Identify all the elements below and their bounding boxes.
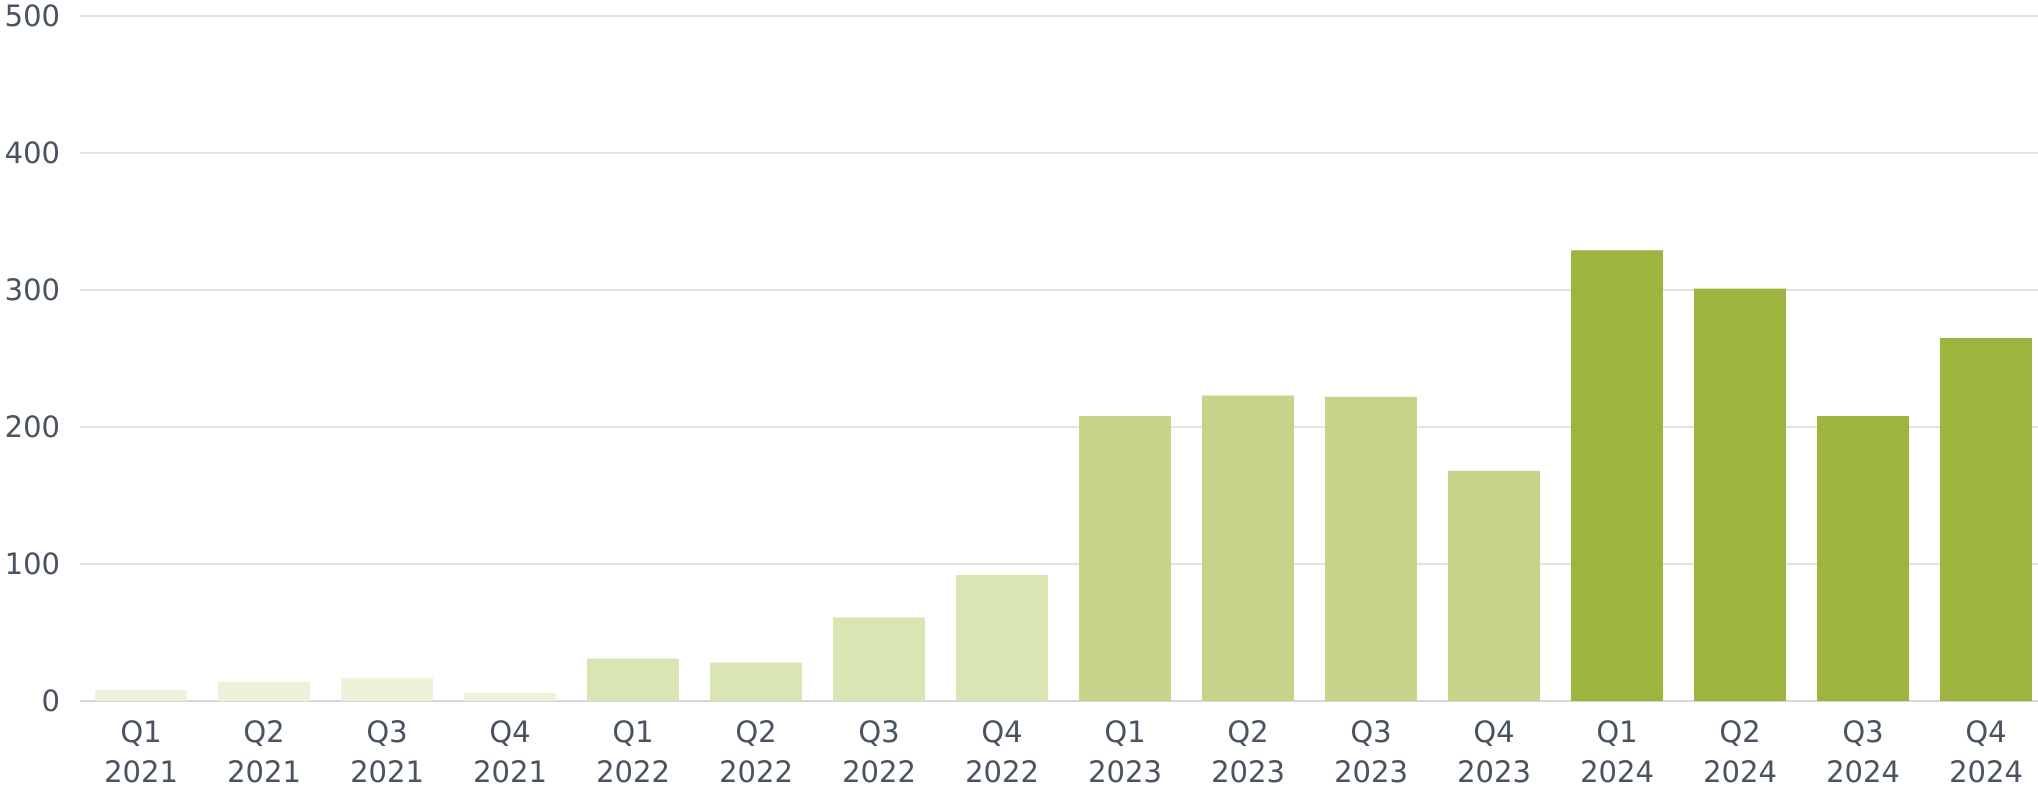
x-tick-label-quarter: Q3	[858, 715, 899, 749]
bar-q4-2024	[1940, 337, 2032, 701]
y-tick-label: 300	[5, 273, 60, 307]
x-tick-label-quarter: Q2	[1719, 715, 1760, 749]
x-tick-label-quarter: Q1	[1596, 715, 1637, 749]
x-axis-tick-labels: Q1 2021 Q2 2021 Q3 2021 Q4 2021 Q1 2022 Q2 2022 Q3 20…	[104, 715, 2023, 789]
bar-q2-2022	[710, 662, 802, 701]
x-tick-label-year: 2024	[1580, 755, 1654, 789]
bar-q1-2024	[1571, 250, 1663, 701]
x-tick-label-year: 2023	[1088, 755, 1162, 789]
x-tick-label-year: 2023	[1211, 755, 1285, 789]
x-tick-label-year: 2023	[1457, 755, 1531, 789]
x-tick-label-year: 2022	[596, 755, 670, 789]
bar-q3-2021	[341, 677, 433, 701]
y-tick-label: 0	[42, 684, 60, 718]
x-tick-label-year: 2021	[227, 755, 301, 789]
x-tick-label-quarter: Q3	[366, 715, 407, 749]
x-tick-label-year: 2024	[1826, 755, 1900, 789]
y-tick-label: 100	[5, 547, 60, 581]
bar-q2-2021	[218, 681, 310, 701]
x-tick-label-quarter: Q2	[1227, 715, 1268, 749]
x-tick-label-year: 2022	[719, 755, 793, 789]
bar-q1-2022	[587, 658, 679, 701]
x-tick-label-year: 2024	[1949, 755, 2023, 789]
x-tick-label-quarter: Q2	[735, 715, 776, 749]
x-tick-label-quarter: Q1	[612, 715, 653, 749]
bar-q3-2024	[1817, 416, 1909, 701]
x-tick-label-quarter: Q4	[981, 715, 1022, 749]
x-tick-label-quarter: Q4	[489, 715, 530, 749]
x-tick-label-quarter: Q3	[1350, 715, 1391, 749]
x-tick-label-year: 2021	[350, 755, 424, 789]
bar-q4-2021	[464, 692, 556, 701]
bar-q4-2022	[956, 574, 1048, 701]
bar-q1-2021	[95, 690, 187, 701]
x-tick-label-year: 2022	[842, 755, 916, 789]
bar-q3-2022	[833, 617, 925, 701]
x-tick-label-quarter: Q4	[1473, 715, 1514, 749]
x-tick-label-year: 2021	[104, 755, 178, 789]
bars	[95, 250, 2032, 701]
y-tick-label: 500	[5, 0, 60, 33]
x-tick-label-year: 2023	[1334, 755, 1408, 789]
y-tick-label: 400	[5, 136, 60, 170]
bar-q3-2023	[1325, 396, 1417, 701]
x-tick-label-quarter: Q1	[120, 715, 161, 749]
y-tick-label: 200	[5, 410, 60, 444]
x-tick-label-quarter: Q1	[1104, 715, 1145, 749]
x-tick-label-year: 2022	[965, 755, 1039, 789]
y-axis-tick-labels: 0 100 200 300 400 500	[5, 0, 60, 718]
x-tick-label-quarter: Q4	[1965, 715, 2006, 749]
bar-q2-2023	[1202, 395, 1294, 701]
x-tick-label-quarter: Q2	[243, 715, 284, 749]
bar-q2-2024	[1694, 288, 1786, 701]
x-tick-label-year: 2024	[1703, 755, 1777, 789]
x-tick-label-year: 2021	[473, 755, 547, 789]
bar-q4-2023	[1448, 470, 1540, 701]
x-tick-label-quarter: Q3	[1842, 715, 1883, 749]
bar-q1-2023	[1079, 416, 1171, 701]
